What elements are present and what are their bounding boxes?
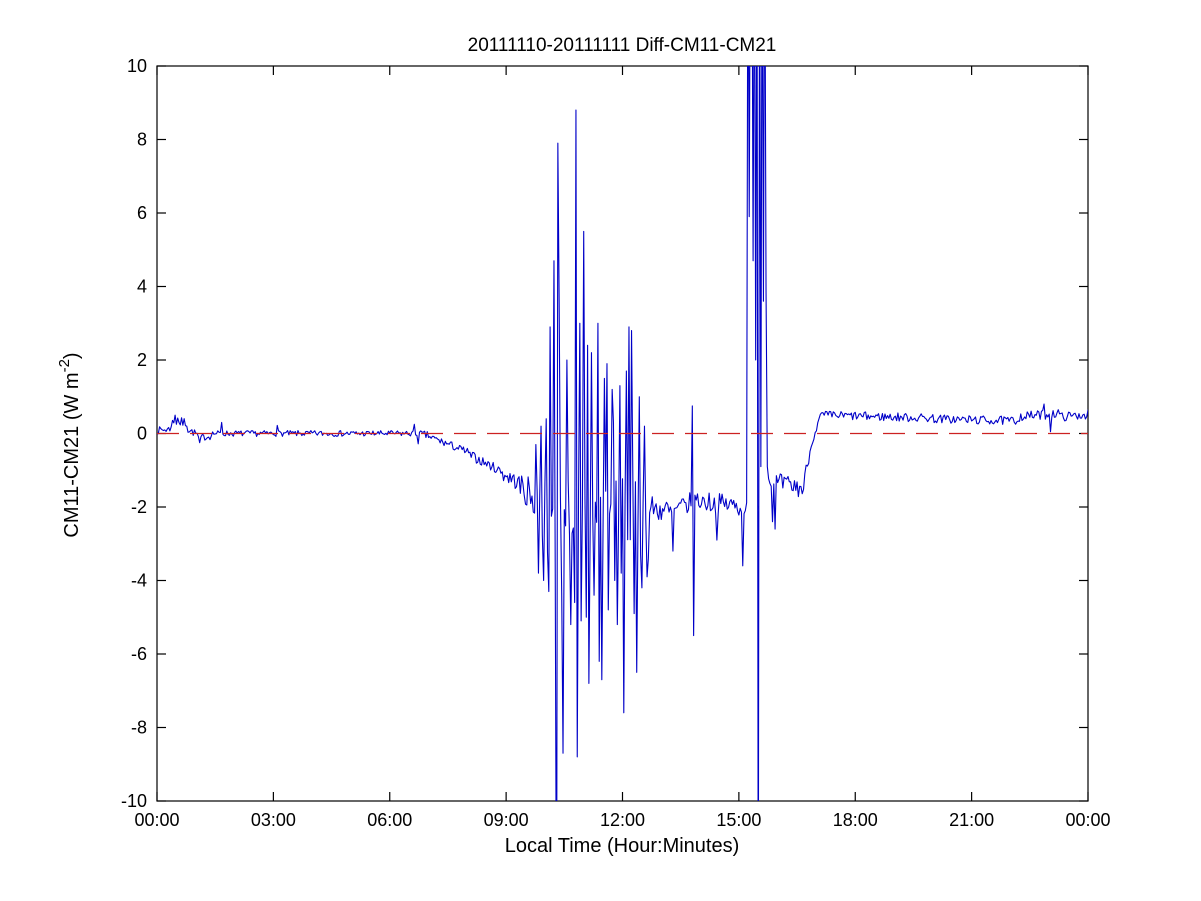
data-series-line <box>157 66 1088 801</box>
y-tick-label: 10 <box>127 56 147 76</box>
x-tick-label: 00:00 <box>134 810 179 830</box>
chart-title: 20111110-20111111 Diff-CM11-CM21 <box>468 35 777 56</box>
y-tick-label: -6 <box>131 644 147 664</box>
axis-ticks <box>156 65 1089 802</box>
y-tick-label: -10 <box>121 791 147 811</box>
x-axis-label: Local Time (Hour:Minutes) <box>505 835 740 857</box>
x-tick-labels: 00:00 03:00 06:00 09:00 12:00 15:00 18:00 21:00… <box>134 810 1110 830</box>
x-tick-label: 15:00 <box>716 810 761 830</box>
y-tick-label: 4 <box>137 277 147 297</box>
y-tick-label: -8 <box>131 718 147 738</box>
x-tick-label: 00:00 <box>1065 810 1110 830</box>
y-tick-label: -2 <box>131 497 147 517</box>
x-tick-label: 18:00 <box>833 810 878 830</box>
y-axis-label-close: ) <box>61 352 83 359</box>
y-axis-label: CM11-CM21 (W m-2) <box>56 352 83 537</box>
y-tick-label: -4 <box>131 571 147 591</box>
y-tick-label: 2 <box>137 350 147 370</box>
y-tick-label: 0 <box>137 424 147 444</box>
y-tick-label: 8 <box>137 130 147 150</box>
y-tick-labels: 10 8 6 4 2 0 -2 -4 -6 -8 -10 <box>121 56 147 811</box>
y-axis-label-superscript: -2 <box>56 359 73 372</box>
x-tick-label: 03:00 <box>251 810 296 830</box>
x-tick-label: 12:00 <box>600 810 645 830</box>
x-tick-label: 09:00 <box>484 810 529 830</box>
y-axis-label-main: CM11-CM21 (W m <box>61 372 83 537</box>
x-tick-label: 06:00 <box>367 810 412 830</box>
x-tick-label: 21:00 <box>949 810 994 830</box>
y-tick-label: 6 <box>137 203 147 223</box>
